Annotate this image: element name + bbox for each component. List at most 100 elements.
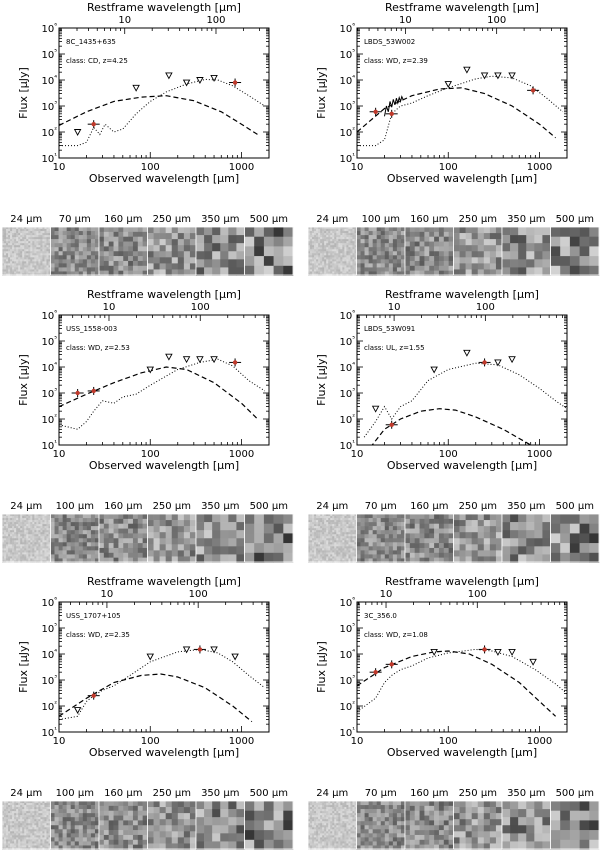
upper-limit-marker: [529, 658, 537, 666]
source-class: class: CD, z=4.25: [66, 57, 128, 65]
plot-area: [59, 645, 266, 723]
y-tick-label: 10⁴: [339, 648, 355, 661]
upper-limit-marker: [508, 356, 516, 364]
x-tick-label: 10: [351, 449, 364, 460]
x-tick-label: 100: [141, 162, 160, 173]
dashed-model-line: [357, 87, 556, 139]
thumbnail-image: [307, 513, 357, 563]
x-tick-label: 10: [351, 736, 364, 747]
thumbnail-image: [147, 226, 197, 276]
thumbnail-strip-3: 24 μm 100 μm 160 μm 250 μm 350 μm 500 μm: [1, 501, 294, 563]
y-tick-label: 10⁴: [41, 361, 57, 374]
detection-marker: [229, 78, 242, 87]
top-x-tick-label: 100: [191, 302, 210, 313]
thumbnail-image: [453, 226, 503, 276]
upper-limit-marker: [210, 356, 218, 364]
thumbnail-image: [453, 800, 503, 850]
dashed-model-line: [59, 95, 258, 136]
y-tick-label: 10⁴: [41, 648, 57, 661]
top-x-tick-label: 10: [388, 302, 401, 313]
x-tick-label: 10: [351, 162, 364, 173]
thumbnail-border: [244, 513, 294, 563]
upper-limit-marker: [371, 405, 380, 413]
x-tick-label: 100: [141, 736, 160, 747]
dotted-model-line: [363, 362, 567, 438]
top-x-tick-label: 100: [487, 15, 506, 26]
source-class: class: WD, z=2.53: [66, 344, 130, 352]
dashed-model-line: [59, 673, 253, 723]
y-tick-label: 10³: [339, 387, 355, 400]
dashed-model-line: [59, 366, 259, 420]
x-tick-label: 10: [53, 449, 66, 460]
detection-point: [482, 647, 487, 652]
detection-marker: [369, 668, 382, 677]
thumbnail-image: [98, 226, 148, 276]
upper-limit-marker: [444, 81, 453, 88]
thumbnail-border: [244, 800, 294, 850]
x-tick-label: 10: [53, 162, 66, 173]
top-axis-title: Restframe wavelength [μm]: [385, 288, 539, 301]
plot-frame: [356, 601, 568, 733]
top-x-tick-label: 10: [399, 15, 412, 26]
detection-point: [482, 360, 487, 365]
detection-point: [389, 662, 394, 667]
thumbnail-border: [550, 800, 600, 850]
detection-point: [373, 669, 378, 675]
thumbnail-image: [98, 800, 148, 850]
thumbnail-image: [356, 800, 406, 850]
y-axis-title: Flux [μJy]: [315, 67, 328, 119]
thumbnail-image: [404, 513, 454, 563]
thumbnail-label: 100 μm: [362, 214, 400, 225]
thumbnail-image: [195, 800, 245, 850]
sed-panel-4: 10 100 1000 10 100 10¹ 10² 10³ 10⁴ 10⁵ 10⁶ Restfram…: [315, 288, 568, 472]
source-class: class: WD, z=2.35: [66, 631, 130, 639]
detection-marker: [385, 109, 398, 118]
detection-marker: [87, 386, 100, 395]
y-tick-label: 10¹: [41, 726, 57, 739]
y-axis-title: Flux [μJy]: [315, 641, 328, 693]
detection-point: [75, 390, 80, 396]
source-name: USS_1707+105: [66, 612, 121, 620]
detection-marker: [193, 645, 206, 654]
thumbnail-label: 160 μm: [104, 788, 142, 799]
source-name: USS_1558-003: [66, 325, 117, 333]
y-axis-title: Flux [μJy]: [17, 354, 30, 406]
thumbnail-label: 500 μm: [556, 788, 594, 799]
x-tick-label: 100: [141, 449, 160, 460]
thumbnail-label: 160 μm: [104, 501, 142, 512]
sed-panel-2: 10 100 1000 10 100 10¹ 10² 10³ 10⁴ 10⁵ 10⁶ Restfram…: [315, 1, 568, 185]
y-tick-label: 10³: [339, 100, 355, 113]
upper-limit-marker: [494, 648, 502, 656]
thumbnail-label: 250 μm: [153, 501, 191, 512]
y-tick-label: 10²: [41, 413, 57, 426]
thumbnail-label: 250 μm: [459, 501, 497, 512]
y-tick-label: 10²: [339, 413, 355, 426]
thumbnail-label: 350 μm: [201, 214, 239, 225]
thumbnail-label: 350 μm: [201, 501, 239, 512]
thumbnail-label: 160 μm: [410, 214, 448, 225]
thumbnail-image: [147, 800, 197, 850]
x-tick-label: 1000: [527, 162, 552, 173]
detection-marker: [385, 660, 398, 669]
y-tick-label: 10³: [41, 674, 57, 687]
y-tick-label: 10⁵: [339, 622, 355, 635]
top-axis-title: Restframe wavelength [μm]: [87, 1, 241, 14]
thumbnail-image: [501, 513, 551, 563]
thumbnail-image: [50, 800, 100, 850]
thumbnail-label: 500 μm: [250, 788, 288, 799]
thumbnail-image: [356, 226, 406, 276]
thumbnail-label: 500 μm: [556, 501, 594, 512]
thumbnail-image: [98, 513, 148, 563]
plot-area: [59, 353, 266, 430]
upper-limit-marker: [73, 129, 82, 136]
dashed-model-line: [371, 408, 531, 445]
upper-limit-marker: [494, 359, 502, 367]
x-tick-label: 100: [439, 449, 458, 460]
plot-frame: [58, 601, 270, 733]
thumbnail-strip-4: 24 μm 70 μm 160 μm 250 μm 350 μm 500 μm: [307, 501, 600, 563]
detection-point: [91, 121, 96, 127]
detection-point: [389, 422, 394, 427]
thumbnail-image: [147, 513, 197, 563]
detection-marker: [71, 389, 84, 397]
sed-panel-3: 10 100 1000 10 100 10¹ 10² 10³ 10⁴ 10⁵ 10⁶ Restfram…: [17, 288, 270, 472]
